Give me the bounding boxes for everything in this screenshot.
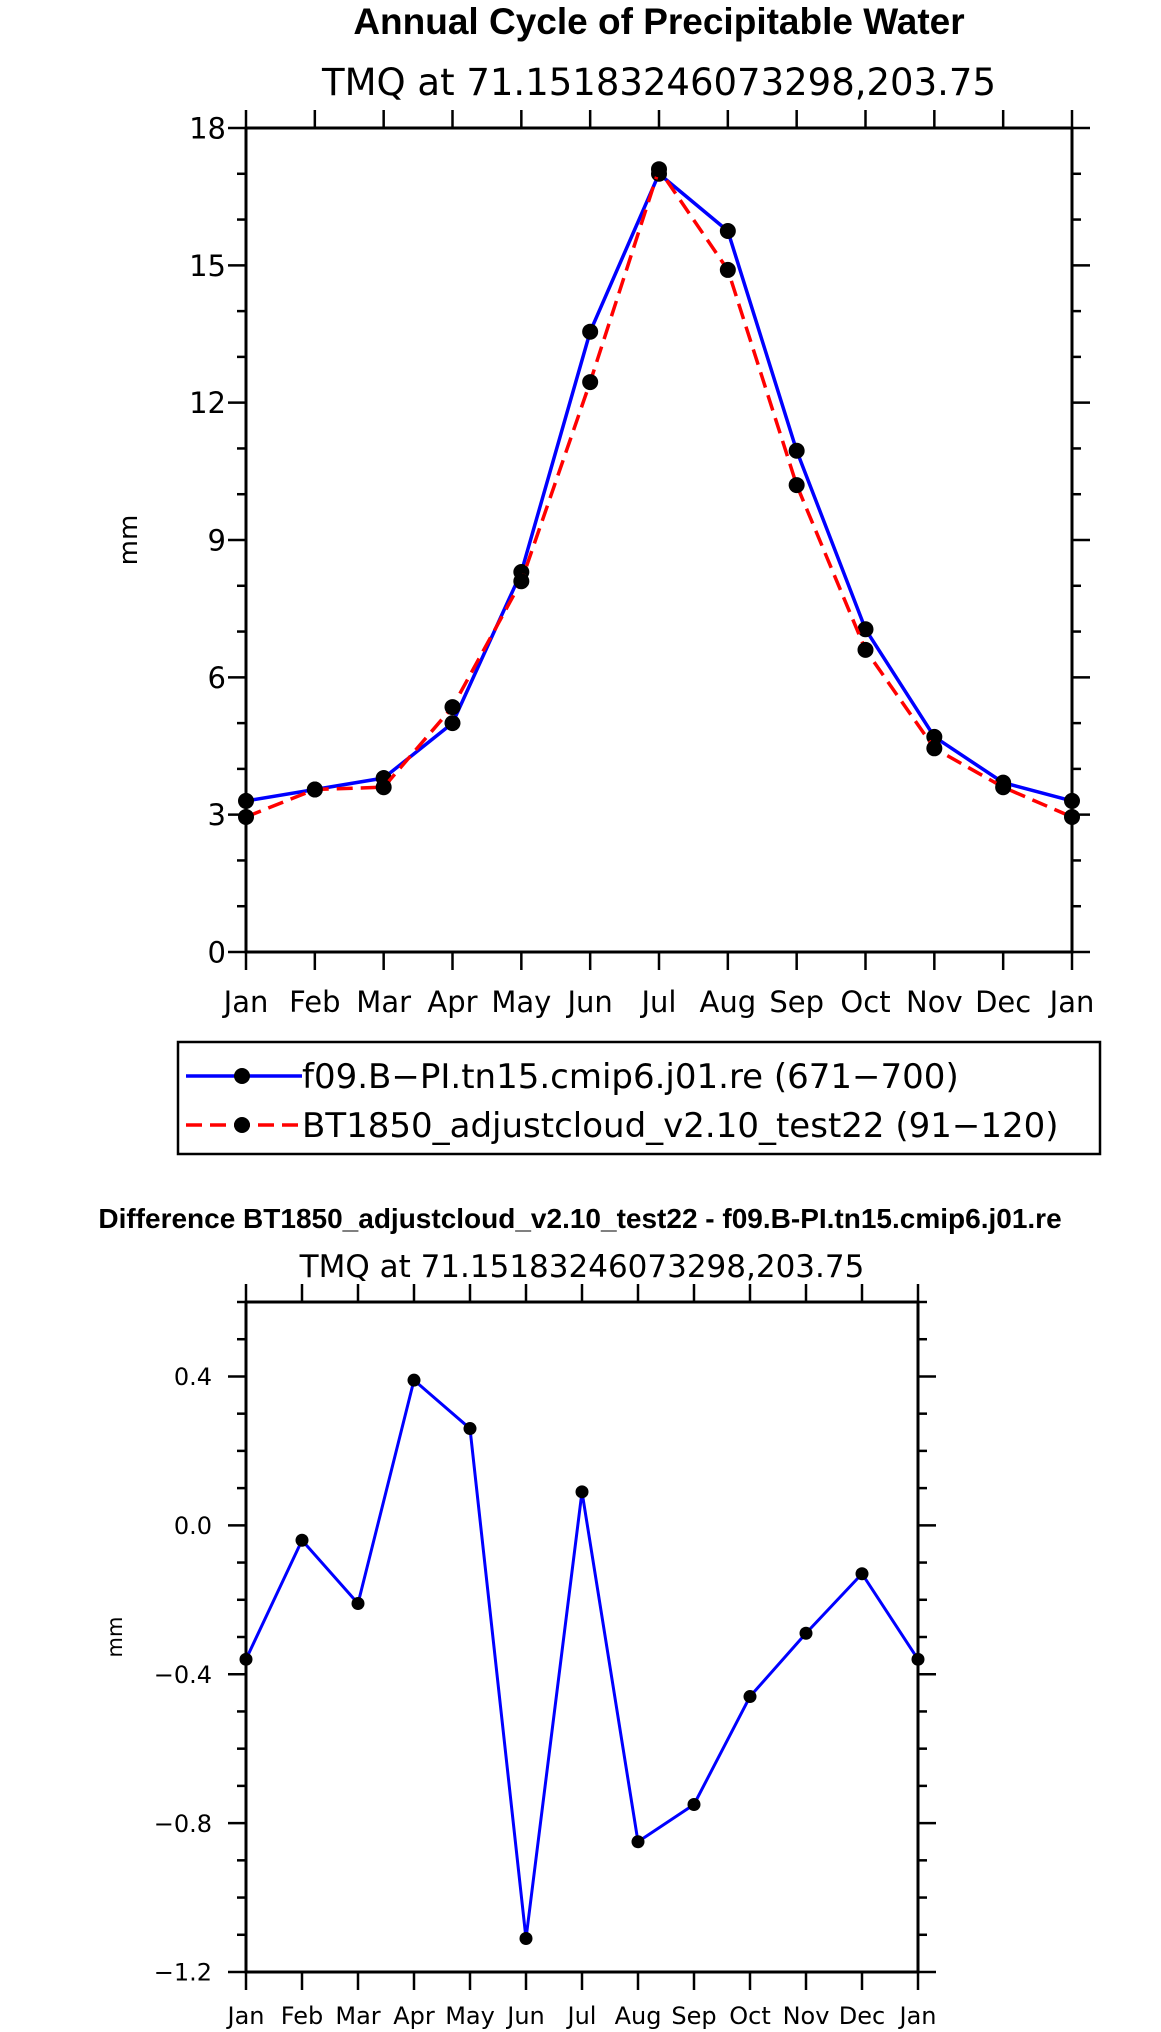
x-tick-label: Sep	[671, 2002, 716, 2030]
data-point	[519, 1932, 533, 1945]
data-point	[375, 779, 392, 796]
legend-marker	[234, 1117, 250, 1133]
data-point	[788, 477, 805, 494]
x-tick-label: Apr	[393, 2002, 435, 2030]
y-tick-label: −1.2	[154, 1959, 212, 1987]
x-tick-label: Nov	[783, 2002, 830, 2030]
data-point	[351, 1597, 365, 1610]
y-axis-label: mm	[114, 515, 144, 566]
x-tick-label: Mar	[335, 2002, 380, 2030]
plot-frame	[244, 1300, 920, 1974]
x-tick-label: Feb	[281, 2002, 324, 2030]
data-point	[582, 374, 599, 391]
series-line-1	[244, 1378, 920, 1940]
data-point	[926, 740, 943, 757]
data-point	[719, 223, 736, 239]
data-point	[687, 1798, 701, 1811]
data-point	[788, 442, 805, 459]
data-point	[857, 641, 874, 658]
data-point	[238, 792, 254, 809]
legend-label: BT1850_adjustcloud_v2.10_test22 (91−120)	[302, 1106, 1059, 1146]
x-tick-label: Jun	[566, 985, 613, 1019]
x-tick-label: Oct	[729, 2002, 771, 2030]
data-point	[582, 323, 599, 340]
legend-marker	[234, 1068, 250, 1084]
data-point	[239, 1652, 253, 1666]
data-point	[743, 1690, 757, 1704]
data-point	[911, 1652, 925, 1666]
x-tick-label: Jul	[566, 2002, 597, 2030]
x-tick-label: Dec	[839, 2002, 885, 2030]
data-point	[799, 1626, 813, 1640]
y-tick-label: −0.4	[154, 1661, 212, 1689]
x-tick-label: Sep	[769, 985, 824, 1019]
data-point	[1064, 808, 1080, 825]
x-tick-label: Apr	[427, 985, 477, 1019]
chart-panel-1: Annual Cycle of Precipitable Water TMQ at…	[114, 1, 1102, 1156]
chart-title: Annual Cycle of Precipitable Water	[353, 1, 964, 42]
data-point	[238, 808, 254, 825]
legend-label: f09.B−PI.tn15.cmip6.j01.re (671−700)	[302, 1057, 959, 1097]
x-tick-label: Dec	[975, 985, 1031, 1019]
data-point	[444, 699, 461, 716]
y-tick-label: 6	[208, 661, 226, 695]
x-tick-label: May	[491, 985, 551, 1019]
chart-title: Difference BT1850_adjustcloud_v2.10_test…	[98, 1203, 1061, 1234]
legend: f09.B−PI.tn15.cmip6.j01.re (671−700) BT18…	[176, 1040, 1102, 1156]
x-tick-label: Jan	[1048, 985, 1095, 1019]
chart-subtitle: TMQ at 71.15183246073298,203.75	[321, 61, 996, 104]
y-tick-label: 0	[208, 935, 226, 969]
x-tick-label: Oct	[840, 985, 890, 1019]
data-point	[855, 1567, 869, 1581]
data-point	[295, 1533, 309, 1547]
plot-frame	[244, 126, 1074, 954]
x-tick-label: Nov	[906, 985, 963, 1019]
data-point	[651, 161, 667, 178]
y-axis-label: mm	[103, 1617, 127, 1658]
chart-panel-2: Difference BT1850_adjustcloud_v2.10_test…	[98, 1203, 1061, 2030]
y-tick-label: −0.8	[154, 1810, 212, 1838]
series-line-2	[245, 167, 1073, 819]
x-tick-label: Jun	[505, 2002, 545, 2030]
y-tick-label: 3	[208, 798, 226, 832]
y-tick-label: 18	[189, 111, 226, 145]
y-tick-label: 0.4	[174, 1363, 212, 1391]
data-point	[575, 1485, 589, 1499]
data-point	[407, 1373, 421, 1387]
x-tick-label: Aug	[700, 985, 757, 1019]
data-point	[995, 779, 1012, 796]
data-point	[1064, 792, 1080, 809]
x-tick-label: Jan	[222, 985, 269, 1019]
x-tick-label: Jan	[898, 2002, 937, 2030]
legend-box	[176, 1040, 1102, 1156]
data-point	[513, 573, 530, 590]
chart-subtitle: TMQ at 71.15183246073298,203.75	[299, 1249, 865, 1285]
data-point	[444, 715, 461, 732]
y-tick-label: 9	[208, 523, 226, 557]
x-tick-label: May	[445, 2002, 495, 2030]
x-tick-label: Aug	[615, 2002, 662, 2030]
x-tick-label: Jan	[226, 2002, 265, 2030]
y-tick-label: 15	[189, 249, 226, 283]
data-point	[306, 781, 323, 798]
x-tick-label: Jul	[640, 985, 677, 1019]
y-tick-label: 12	[189, 386, 226, 420]
x-tick-label: Feb	[289, 985, 340, 1019]
data-point	[857, 621, 874, 638]
data-point	[631, 1835, 645, 1849]
data-point	[463, 1422, 477, 1436]
y-tick-label: 0.0	[174, 1512, 212, 1540]
x-tick-label: Mar	[356, 985, 411, 1019]
series-line-1	[245, 172, 1073, 803]
data-point	[719, 261, 736, 278]
